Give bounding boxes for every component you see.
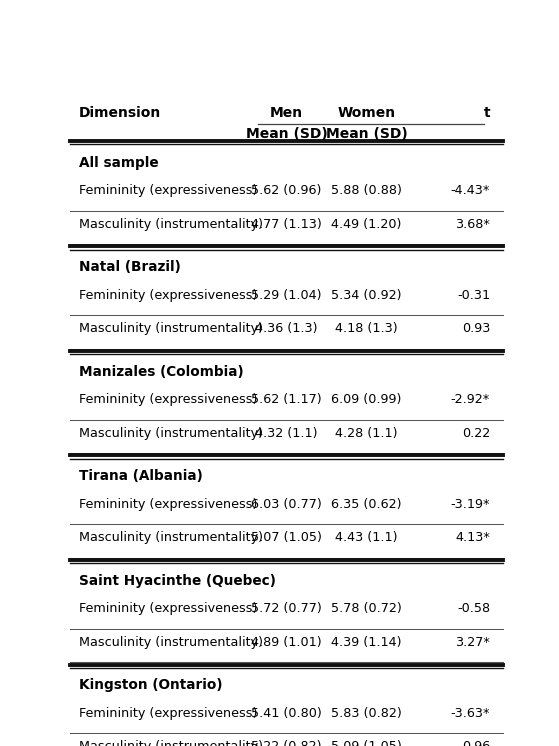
Text: 5.41 (0.80): 5.41 (0.80)	[251, 707, 322, 720]
Text: t: t	[484, 106, 490, 119]
Text: 4.49 (1.20): 4.49 (1.20)	[331, 218, 402, 231]
Text: 5.72 (0.77): 5.72 (0.77)	[251, 603, 322, 615]
Text: 4.28 (1.1): 4.28 (1.1)	[335, 427, 398, 439]
Text: Masculinity (instrumentality): Masculinity (instrumentality)	[78, 740, 263, 746]
Text: Masculinity (instrumentality): Masculinity (instrumentality)	[78, 427, 263, 439]
Text: Masculinity (instrumentality): Masculinity (instrumentality)	[78, 636, 263, 649]
Text: Femininity (expressiveness): Femininity (expressiveness)	[78, 707, 257, 720]
Text: 0.22: 0.22	[462, 427, 490, 439]
Text: 0.96: 0.96	[462, 740, 490, 746]
Text: -0.31: -0.31	[457, 289, 490, 302]
Text: 6.09 (0.99): 6.09 (0.99)	[331, 393, 402, 407]
Text: 5.78 (0.72): 5.78 (0.72)	[331, 603, 402, 615]
Text: 3.27*: 3.27*	[455, 636, 490, 649]
Text: Tirana (Albania): Tirana (Albania)	[78, 469, 202, 483]
Text: 6.03 (0.77): 6.03 (0.77)	[251, 498, 322, 511]
Text: 5.07 (1.05): 5.07 (1.05)	[251, 531, 322, 545]
Text: 3.68*: 3.68*	[455, 218, 490, 231]
Text: 5.88 (0.88): 5.88 (0.88)	[331, 184, 402, 197]
Text: Mean (SD): Mean (SD)	[245, 127, 328, 141]
Text: -3.63*: -3.63*	[451, 707, 490, 720]
Text: 4.18 (1.3): 4.18 (1.3)	[335, 322, 398, 335]
Text: 5.62 (0.96): 5.62 (0.96)	[252, 184, 321, 197]
Text: Men: Men	[270, 106, 303, 119]
Text: 4.77 (1.13): 4.77 (1.13)	[251, 218, 322, 231]
Text: 4.13*: 4.13*	[455, 531, 490, 545]
Text: 4.39 (1.14): 4.39 (1.14)	[331, 636, 402, 649]
Text: 5.62 (1.17): 5.62 (1.17)	[251, 393, 322, 407]
Text: 4.36 (1.3): 4.36 (1.3)	[255, 322, 318, 335]
Text: Femininity (expressiveness): Femininity (expressiveness)	[78, 184, 257, 197]
Text: Women: Women	[338, 106, 396, 119]
Text: 5.29 (1.04): 5.29 (1.04)	[251, 289, 322, 302]
Text: 5.22 (0.82): 5.22 (0.82)	[251, 740, 322, 746]
Text: 5.83 (0.82): 5.83 (0.82)	[331, 707, 402, 720]
Text: 6.35 (0.62): 6.35 (0.62)	[331, 498, 402, 511]
Text: All sample: All sample	[78, 156, 158, 169]
Text: -4.43*: -4.43*	[451, 184, 490, 197]
Text: 4.89 (1.01): 4.89 (1.01)	[251, 636, 322, 649]
Text: -3.19*: -3.19*	[451, 498, 490, 511]
Text: Femininity (expressiveness): Femininity (expressiveness)	[78, 289, 257, 302]
Text: -2.92*: -2.92*	[451, 393, 490, 407]
Text: 0.93: 0.93	[462, 322, 490, 335]
Text: Saint Hyacinthe (Quebec): Saint Hyacinthe (Quebec)	[78, 574, 276, 588]
Text: Masculinity (instrumentality): Masculinity (instrumentality)	[78, 218, 263, 231]
Text: -0.58: -0.58	[457, 603, 490, 615]
Text: Kingston (Ontario): Kingston (Ontario)	[78, 678, 222, 692]
Text: 5.34 (0.92): 5.34 (0.92)	[331, 289, 402, 302]
Text: Mean (SD): Mean (SD)	[326, 127, 408, 141]
Text: Masculinity (instrumentality): Masculinity (instrumentality)	[78, 322, 263, 335]
Text: 5.09 (1.05): 5.09 (1.05)	[331, 740, 402, 746]
Text: Natal (Brazil): Natal (Brazil)	[78, 260, 181, 274]
Text: Femininity (expressiveness): Femininity (expressiveness)	[78, 498, 257, 511]
Text: 4.32 (1.1): 4.32 (1.1)	[255, 427, 318, 439]
Text: 4.43 (1.1): 4.43 (1.1)	[335, 531, 398, 545]
Text: Manizales (Colombia): Manizales (Colombia)	[78, 365, 243, 379]
Text: Dimension: Dimension	[78, 106, 161, 119]
Text: Masculinity (instrumentality): Masculinity (instrumentality)	[78, 531, 263, 545]
Text: Femininity (expressiveness): Femininity (expressiveness)	[78, 393, 257, 407]
Text: Femininity (expressiveness): Femininity (expressiveness)	[78, 603, 257, 615]
